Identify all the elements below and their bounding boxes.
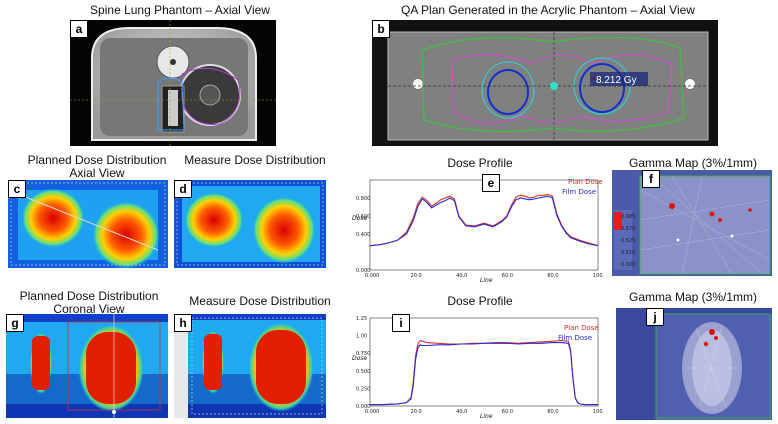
x-tick-label: 20.0 [411, 409, 422, 415]
gamma-scale-1: 0.675 [621, 226, 635, 232]
y-tick-label: 1.25 [356, 316, 367, 322]
panel-letter-d: d [174, 180, 192, 198]
series-line-plan-dose [370, 339, 598, 406]
title-j: Gamma Map (3%/1mm) [628, 290, 758, 304]
y-tick-label: 0.800 [356, 196, 370, 202]
ylabel-dose: Dose [352, 355, 367, 362]
x-tick-label: 60.0 [502, 273, 513, 279]
panel-letter-j: j [646, 308, 664, 326]
dose-profile-chart-e: 0.000 20.0 40.0 60.0 80.0 100. 0.000 0.400 0.600… [352, 178, 604, 284]
legend-film-dose: Film Dose [562, 188, 596, 196]
xlabel-line: Line [480, 413, 493, 420]
x-tick-label: 60.0 [502, 409, 513, 415]
gamma-colorbar [614, 210, 632, 270]
y-tick-label: 1.00 [356, 334, 367, 340]
panel-letter-b: b [372, 20, 390, 38]
panel-j-gamma-map: j [616, 308, 772, 420]
panel-letter-h: h [174, 314, 192, 332]
panel-f-gamma-map: f 0.985 0.675 0.625 0.510 0.000 [612, 170, 772, 276]
x-tick-label: 80.0 [547, 409, 558, 415]
y-tick-label: 0.000 [356, 268, 370, 274]
gamma-scale-0: 0.985 [621, 214, 635, 220]
title-b: QA Plan Generated in the Acrylic Phantom… [401, 3, 695, 17]
title-d: Measure Dose Distribution [184, 153, 326, 167]
xlabel-line: Line [480, 277, 493, 284]
planned-axial-heatmap [8, 180, 168, 268]
title-g-line1: Planned Dose Distribution [19, 289, 159, 303]
gamma-map-axial: 0.985 0.675 0.625 0.510 0.000 [612, 170, 772, 276]
title-g-line2: Coronal View [53, 302, 125, 316]
gamma-map-coronal [616, 308, 772, 420]
panel-b-acrylic-phantom: b 8.212 Gy [372, 20, 718, 146]
y-tick-label: 0.500 [356, 369, 370, 375]
panel-g-planned-coronal: g [6, 314, 168, 418]
planned-coronal-heatmap [6, 314, 168, 418]
y-tick-label: 0.400 [356, 232, 370, 238]
panel-letter-f: f [642, 170, 660, 188]
dose-point-label: 8.212 Gy [596, 75, 637, 86]
panel-letter-i: i [392, 314, 410, 332]
panel-letter-e: e [482, 174, 500, 192]
title-h: Measure Dose Distribution [189, 294, 331, 308]
phantom-dose-image: 8.212 Gy [387, 31, 709, 141]
x-tick-label: 40.0 [456, 409, 467, 415]
panel-a-ct-axial: a [70, 20, 276, 146]
panel-letter-g: g [6, 314, 24, 332]
x-tick-label: 100. [593, 273, 604, 279]
gamma-scale-3: 0.510 [621, 250, 635, 256]
legend-film-dose: Film Dose [558, 334, 592, 342]
panel-e-dose-profile: e 0.000 20.0 40.0 60.0 80.0 100. 0.000 0.400 0.6… [352, 172, 604, 284]
x-tick-label: 20.0 [411, 273, 422, 279]
y-tick-label: 0.250 [356, 386, 370, 392]
measured-axial-heatmap [174, 180, 326, 268]
series-line-film-dose [369, 195, 599, 247]
x-tick-label: 0.000 [365, 409, 379, 415]
title-c-line1: Planned Dose Distribution [27, 153, 167, 167]
ct-phantom-image [70, 20, 276, 146]
panel-h-measured-coronal: h [174, 314, 326, 418]
panel-d-measured-axial: d [174, 180, 326, 268]
plot-frame [369, 317, 599, 407]
title-i: Dose Profile [447, 294, 513, 308]
title-c-line2: Axial View [69, 166, 125, 180]
title-f: Gamma Map (3%/1mm) [628, 156, 758, 170]
dose-profile-chart-i: 0.000 20.0 40.0 60.0 80.0 100. 0.000 0.250 0.500… [352, 316, 604, 420]
series-line-plan-dose [369, 193, 599, 247]
legend-plan-dose: Plan Dose [568, 178, 603, 186]
x-tick-label: 40.0 [456, 273, 467, 279]
y-tick-label: 0.000 [356, 404, 370, 410]
x-tick-label: 100. [593, 409, 604, 415]
ylabel-dose: Dose [352, 215, 367, 222]
measured-coronal-heatmap [174, 314, 326, 418]
title-e: Dose Profile [447, 156, 513, 170]
y-tick-label: 0.750 [356, 351, 370, 357]
panel-letter-c: c [8, 180, 26, 198]
legend-plan-dose: Plan Dose [564, 324, 599, 332]
gamma-scale-4: 0.000 [621, 262, 635, 268]
x-tick-label: 80.0 [547, 273, 558, 279]
title-a: Spine Lung Phantom – Axial View [90, 3, 270, 17]
y-tick-label: 0.600 [356, 214, 370, 220]
series-line-film-dose [370, 342, 598, 406]
x-tick-label: 0.000 [365, 273, 379, 279]
panel-i-dose-profile: i 0.000 20.0 40.0 60.0 80.0 100. 0.000 0.250 0.5… [352, 306, 604, 420]
gamma-scale-2: 0.625 [621, 238, 635, 244]
panel-letter-a: a [70, 20, 88, 38]
panel-c-planned-axial: c [8, 180, 168, 268]
